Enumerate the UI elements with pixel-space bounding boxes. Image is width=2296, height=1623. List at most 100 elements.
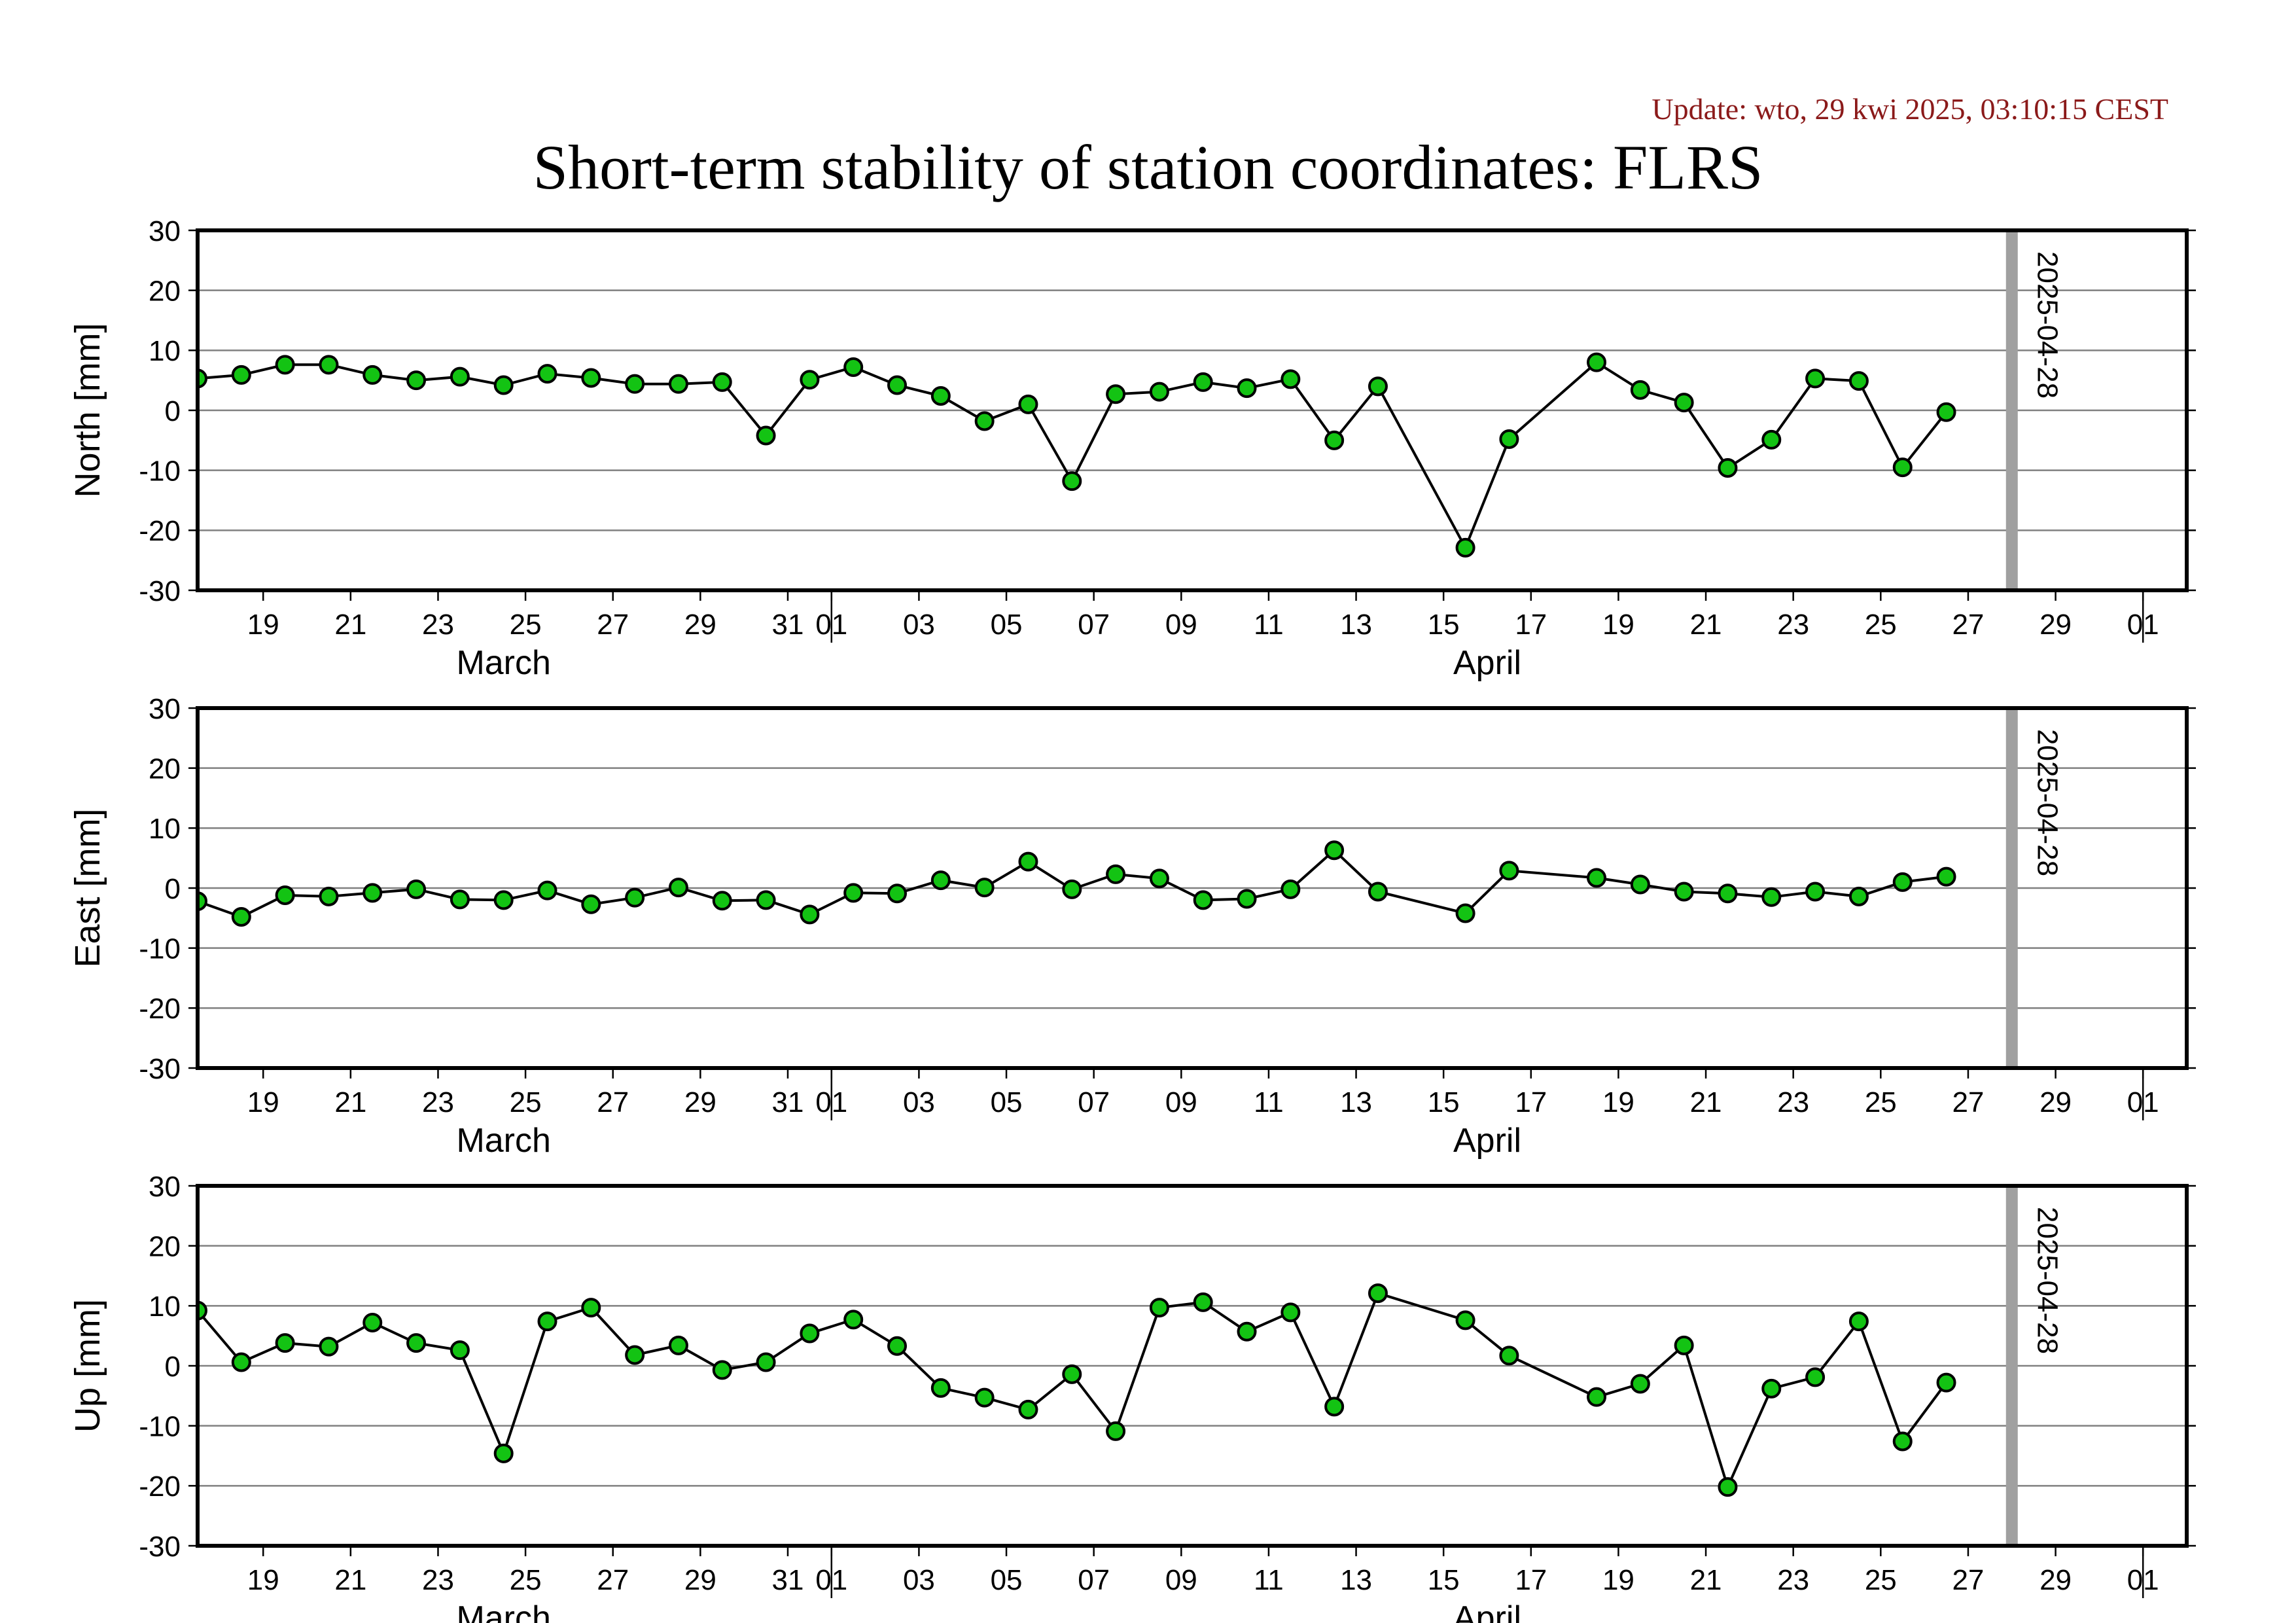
data-point (974, 878, 995, 898)
data-point (1936, 1372, 1956, 1393)
y-tick-label: 10 (149, 1291, 181, 1323)
x-tick-label: 13 (1340, 609, 1372, 641)
y-tick-label: 20 (149, 753, 181, 785)
y-tick-label: 30 (149, 215, 181, 247)
reference-date-label: 2025-04-28 (2032, 251, 2064, 399)
data-point (712, 891, 732, 911)
data-point (1587, 1387, 1607, 1407)
data-point (800, 370, 820, 390)
x-tick-label: 29 (2040, 1564, 2072, 1596)
x-tick-label: 21 (1690, 609, 1722, 641)
data-point (1674, 1335, 1694, 1355)
data-point (1106, 384, 1126, 404)
data-point (1674, 393, 1694, 413)
data-point (1324, 840, 1345, 861)
data-point (1761, 887, 1782, 907)
data-point (319, 886, 339, 906)
x-tick-label: 09 (1165, 609, 1197, 641)
data-point (406, 370, 427, 391)
y-tick-label: 20 (149, 1231, 181, 1263)
data-point (1674, 882, 1694, 902)
x-tick-label: 03 (903, 609, 935, 641)
data-point (843, 883, 864, 903)
data-point (319, 355, 339, 375)
x-tick-label: 23 (422, 1086, 454, 1118)
x-tick-label: 25 (1865, 1086, 1897, 1118)
data-point (581, 894, 601, 914)
data-point (1805, 1367, 1826, 1387)
x-tick-label: 25 (1865, 609, 1897, 641)
data-point (493, 1443, 514, 1463)
panel-north: -30 -20 -10 0 10 20 30 North [mm] 19 21 23 25 27 29 31… (68, 215, 2196, 682)
plot-frame (196, 1184, 2189, 1548)
x-tick-label: 23 (422, 1564, 454, 1596)
x-tick-label: 29 (2040, 1086, 2072, 1118)
data-point (1149, 382, 1169, 402)
x-tick-label: 21 (334, 1564, 366, 1596)
data-point (198, 891, 207, 912)
x-tick-label: 07 (1078, 1564, 1110, 1596)
y-tick-label: -20 (139, 993, 181, 1025)
x-tick-label: 03 (903, 1086, 935, 1118)
reference-date-label: 2025-04-28 (2032, 1207, 2064, 1354)
x-tick-label: 25 (510, 1564, 542, 1596)
data-point (756, 890, 776, 910)
data-point (1018, 1399, 1038, 1419)
x-tick-label: 15 (1428, 1564, 1460, 1596)
data-point (1630, 380, 1650, 400)
x-tick-label: 21 (1690, 1564, 1722, 1596)
data-point (930, 870, 951, 891)
y-tick-label: -20 (139, 515, 181, 547)
series-line (198, 361, 1948, 551)
data-point (1062, 879, 1082, 899)
data-point (1499, 1346, 1519, 1366)
data-point (1280, 879, 1301, 899)
data-point (1062, 1364, 1082, 1384)
x-tick-label: 25 (1865, 1564, 1897, 1596)
data-point (1587, 352, 1607, 372)
data-point (974, 1387, 995, 1408)
data-point (275, 885, 295, 905)
data-point (1018, 394, 1038, 414)
data-point (362, 365, 383, 385)
data-point (275, 355, 295, 375)
data-point (1892, 872, 1913, 892)
x-tick-label: 29 (684, 1564, 716, 1596)
data-point (887, 883, 908, 904)
data-point (1455, 903, 1475, 923)
update-timestamp: Update: wto, 29 kwi 2025, 03:10:15 CEST (1651, 92, 2168, 126)
x-tick-label: 05 (991, 1086, 1023, 1118)
data-point (1368, 882, 1388, 902)
data-point (198, 1300, 207, 1321)
data-point (625, 887, 645, 908)
data-point (493, 375, 514, 395)
data-point (1499, 861, 1519, 881)
x-tick-label: 13 (1340, 1086, 1372, 1118)
data-point (537, 364, 557, 384)
x-tick-label: 31 (772, 1086, 804, 1118)
data-point (930, 386, 951, 406)
data-point (1630, 1374, 1650, 1394)
y-tick-label: -20 (139, 1471, 181, 1503)
data-point (1018, 851, 1038, 872)
x-tick-label: 19 (247, 1564, 279, 1596)
data-point (625, 374, 645, 394)
x-tick-label: 03 (903, 1564, 935, 1596)
data-point (450, 889, 470, 910)
x-tick-label: 21 (1690, 1086, 1722, 1118)
data-point (1193, 1292, 1213, 1312)
data-point (319, 1336, 339, 1357)
data-point (406, 1333, 427, 1353)
x-tick-label: 19 (247, 1086, 279, 1118)
x-tick-label: 07 (1078, 1086, 1110, 1118)
data-point (231, 365, 251, 385)
month-label: March (456, 1599, 550, 1623)
chart-title: Short-term stability of station coordina… (533, 132, 1763, 202)
data-point (1718, 883, 1738, 904)
data-point (1237, 378, 1257, 399)
data-point (887, 375, 908, 395)
data-point (756, 425, 776, 446)
data-point (231, 1352, 251, 1372)
